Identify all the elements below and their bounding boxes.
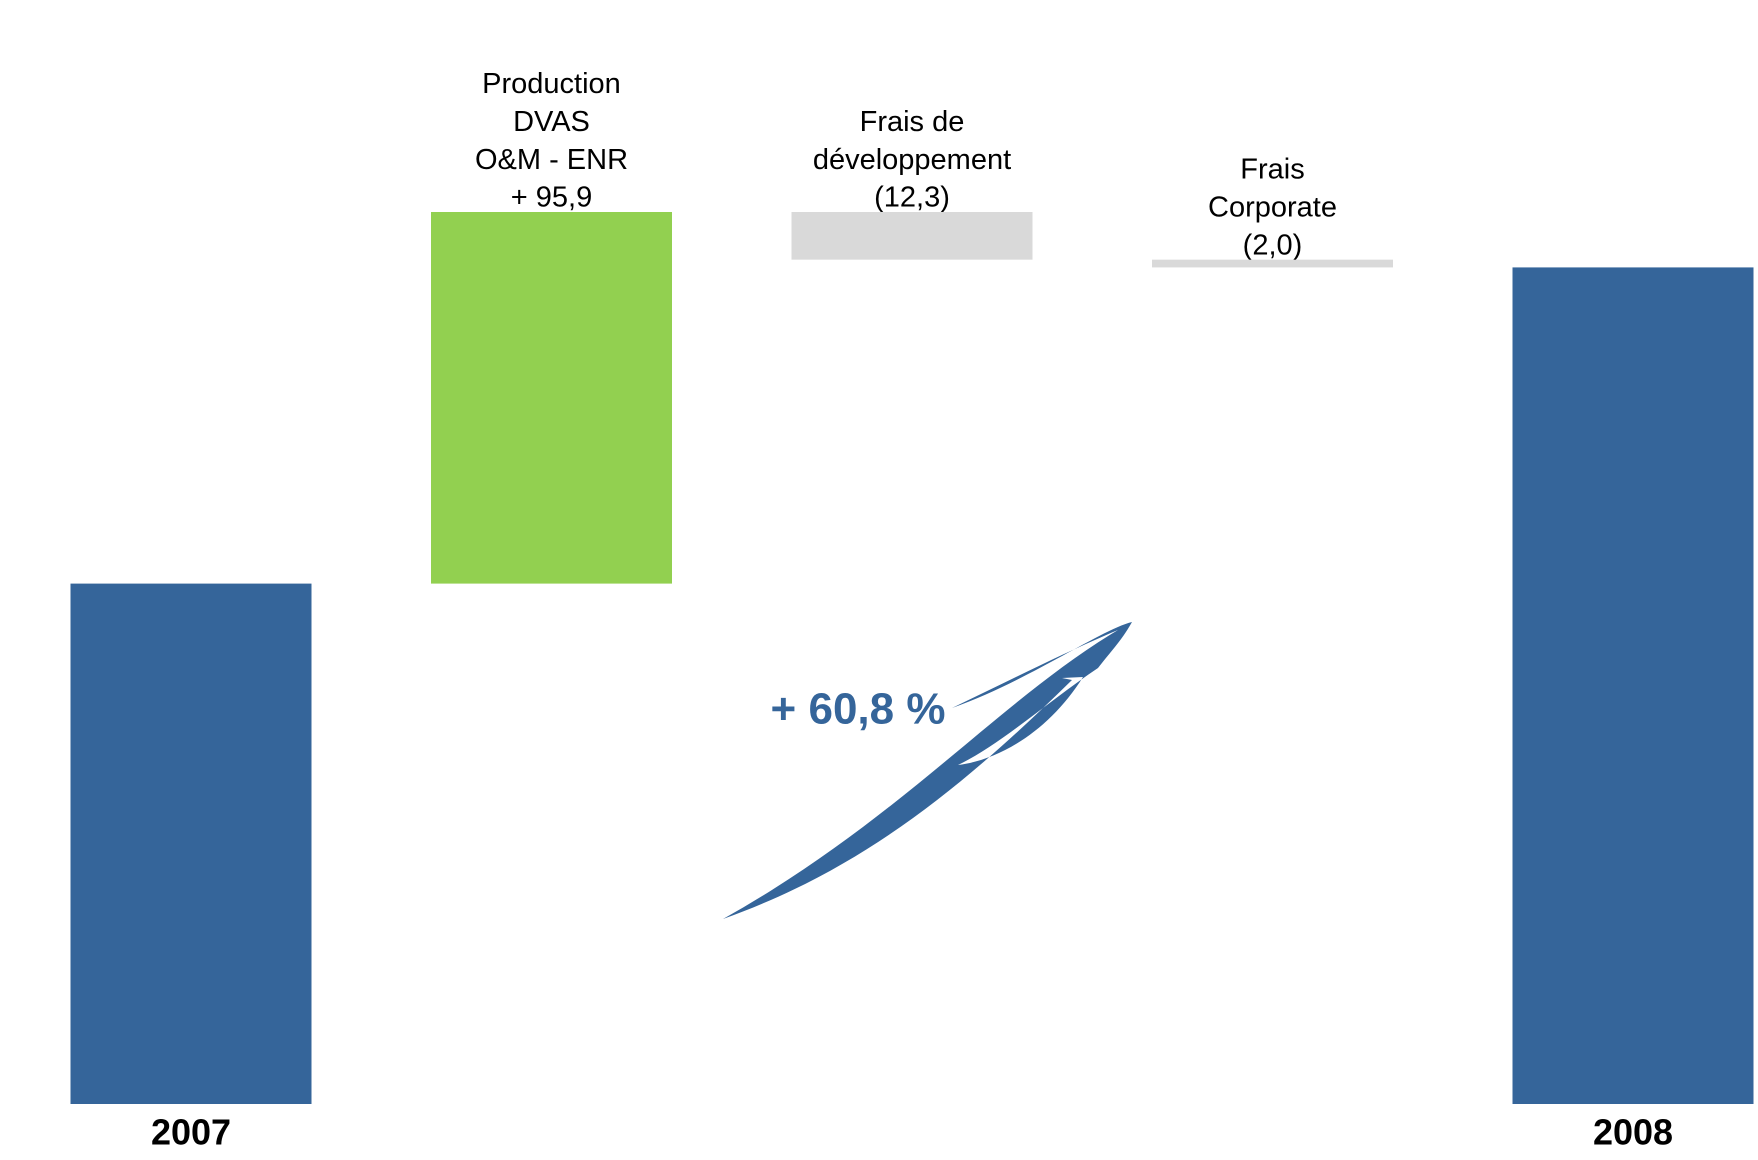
category-label: 2007	[151, 1112, 231, 1153]
bar	[431, 212, 672, 584]
bar	[1512, 267, 1754, 1104]
category-label: Production DVAS O&M - ENR	[475, 68, 628, 176]
growth-annotation: + 60,8 %	[771, 685, 946, 734]
category-label: 2008	[1593, 1112, 1673, 1153]
growth-arrow	[723, 622, 1132, 919]
bar	[791, 212, 1033, 260]
bar	[1152, 259, 1393, 268]
category-label: Frais de développement	[813, 106, 1011, 176]
value-label: (12,3)	[874, 182, 950, 214]
value-label: + 95,9	[511, 182, 592, 214]
bar	[70, 583, 312, 1104]
category-label: Frais Corporate	[1208, 153, 1337, 223]
value-label: (2,0)	[1243, 229, 1303, 261]
